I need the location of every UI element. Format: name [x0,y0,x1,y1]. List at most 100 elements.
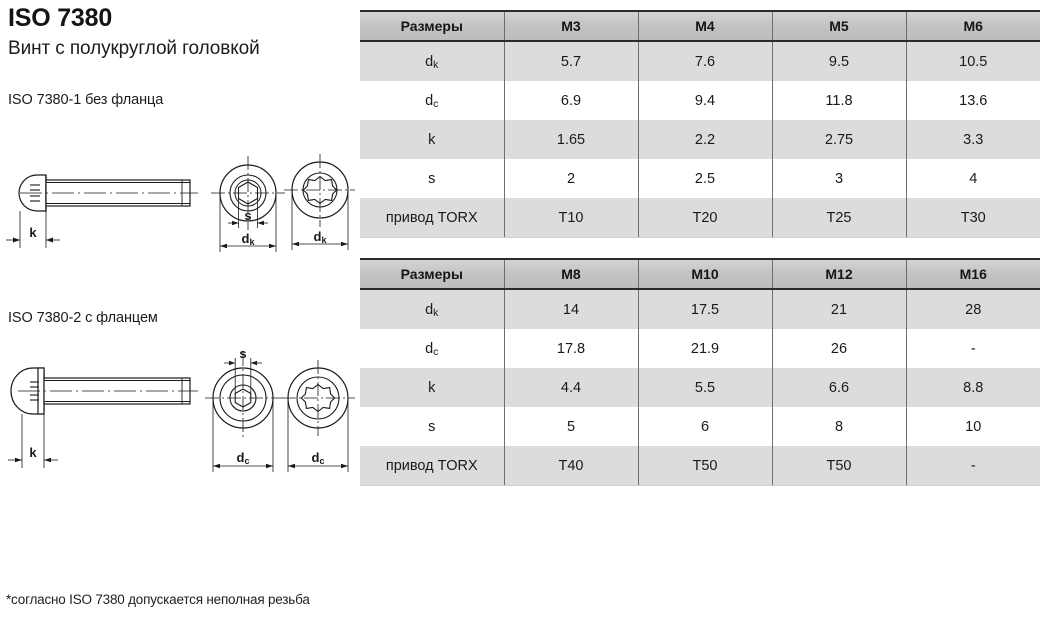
cell-dk-m6: 10.5 [905,41,1040,81]
column-header-m4: M4 [637,10,772,42]
dimension-label-s-2: s [239,346,246,361]
spec-table-large-sizes: Размеры M8 M10 M12 M16 dk 14 17.5 21 28 … [360,258,1040,486]
table-row: dc 6.9 9.4 11.8 13.6 [360,81,1040,120]
hex-socket-end-view-2 [205,352,283,438]
table-row: dk 14 17.5 21 28 [360,289,1040,329]
cell-s-m16: 10 [905,407,1040,446]
cell-dk-m5: 9.5 [771,41,906,81]
column-header-m16: M16 [905,258,1040,290]
column-header-dimensions: Размеры [360,258,504,290]
column-header-m3: M3 [503,10,638,42]
side-view-screw-1 [18,174,198,212]
cell-torx-m12: T50 [771,446,906,486]
cell-s-m10: 6 [637,407,772,446]
column-header-m5: M5 [771,10,906,42]
table-row: dc 17.8 21.9 26 - [360,329,1040,368]
column-header-m10: M10 [637,258,772,290]
cell-dc-m5: 11.8 [771,81,906,120]
cell-k-m5: 2.75 [771,120,906,159]
row-label-dc: dc [360,329,504,368]
dimension-dc-torx-2 [287,398,349,472]
dimension-k-1 [6,206,60,248]
page-subtitle: Винт с полукруглой головкой [8,38,260,59]
drawing-iso-7380-1: k [0,128,355,258]
dimension-dk-torx-1 [291,190,349,250]
cell-dc-m16: - [905,329,1040,368]
table-row: s 5 6 8 10 [360,407,1040,446]
row-label-torx: привод TORX [360,198,504,238]
dimension-label-dc-torx-2: dc [312,450,325,466]
variant-1-caption: ISO 7380-1 без фланца [8,92,164,108]
cell-s-m6: 4 [905,159,1040,198]
cell-k-m16: 8.8 [905,368,1040,407]
column-header-m12: M12 [771,258,906,290]
cell-dc-m3: 6.9 [503,81,638,120]
cell-k-m8: 4.4 [503,368,638,407]
torx-end-view-1 [284,154,355,227]
table-row: k 1.65 2.2 2.75 3.3 [360,120,1040,159]
cell-s-m3: 2 [503,159,638,198]
cell-s-m5: 3 [771,159,906,198]
drawing-iso-7380-2: k s [0,340,355,480]
row-label-k: k [360,368,504,407]
column-header-dimensions: Размеры [360,10,504,42]
drawing-1-svg: k [6,154,355,252]
table-row: привод TORX T10 T20 T25 T30 [360,198,1040,238]
table-row: s 2 2.5 3 4 [360,159,1040,198]
table-header-row: Размеры M3 M4 M5 M6 [360,10,1040,42]
row-label-torx: привод TORX [360,446,504,486]
cell-dk-m12: 21 [771,289,906,329]
hex-socket-end-view-1 [211,156,285,230]
spec-table-small-sizes: Размеры M3 M4 M5 M6 dk 5.7 7.6 9.5 10.5 … [360,10,1040,238]
cell-torx-m16: - [905,446,1040,486]
page-title: ISO 7380 [8,4,113,32]
cell-torx-m5: T25 [771,198,906,238]
cell-dk-m16: 28 [905,289,1040,329]
cell-dk-m3: 5.7 [503,41,638,81]
dimension-dk-1 [219,193,277,252]
dimension-label-s-1: s [244,208,251,223]
column-header-m8: M8 [503,258,638,290]
dimension-label-dk-1: dk [242,231,256,247]
row-label-dc: dc [360,81,504,120]
cell-dc-m10: 21.9 [637,329,772,368]
cell-dc-m6: 13.6 [905,81,1040,120]
torx-end-view-2 [282,360,355,436]
cell-dk-m4: 7.6 [637,41,772,81]
cell-k-m4: 2.2 [637,120,772,159]
cell-dc-m4: 9.4 [637,81,772,120]
table-row: dk 5.7 7.6 9.5 10.5 [360,41,1040,81]
cell-torx-m10: T50 [637,446,772,486]
dimension-label-dc-hex-2: dc [237,450,250,466]
table-row: k 4.4 5.5 6.6 8.8 [360,368,1040,407]
cell-k-m10: 5.5 [637,368,772,407]
dimension-s-1 [228,198,268,228]
left-panel: ISO 7380 Винт с полукруглой головкой ISO… [0,0,355,624]
dimension-label-k-1: k [29,225,37,240]
row-label-s: s [360,407,504,446]
side-view-screw-2 [10,367,198,415]
variant-2-caption: ISO 7380-2 с фланцем [8,310,158,326]
dimension-label-k-2: k [29,445,37,460]
dimension-k-2 [8,404,58,468]
cell-s-m4: 2.5 [637,159,772,198]
cell-torx-m4: T20 [637,198,772,238]
cell-dk-m10: 17.5 [637,289,772,329]
table-row: привод TORX T40 T50 T50 - [360,446,1040,486]
cell-k-m12: 6.6 [771,368,906,407]
dimension-s-2 [224,358,262,394]
row-label-dk: dk [360,289,504,329]
cell-dk-m8: 14 [503,289,638,329]
cell-k-m6: 3.3 [905,120,1040,159]
table-header-row: Размеры M8 M10 M12 M16 [360,258,1040,290]
column-header-m6: M6 [905,10,1040,42]
cell-k-m3: 1.65 [503,120,638,159]
dimension-dc-hex-2 [212,398,274,472]
dimension-label-dk-torx-1: dk [314,229,328,245]
row-label-s: s [360,159,504,198]
cell-s-m8: 5 [503,407,638,446]
cell-torx-m3: T10 [503,198,638,238]
drawing-2-svg: k s [8,346,355,472]
cell-torx-m6: T30 [905,198,1040,238]
footnote: *согласно ISO 7380 допускается неполная … [6,592,310,607]
